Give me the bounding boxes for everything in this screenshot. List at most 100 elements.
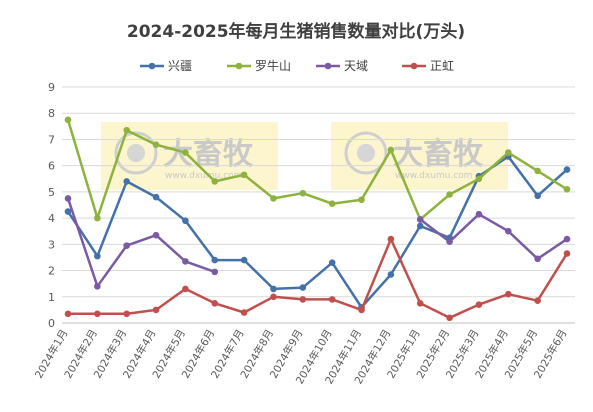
watermark-logo-dot [127, 144, 145, 162]
data-point [504, 149, 512, 156]
data-point [270, 195, 277, 202]
data-point [563, 235, 571, 243]
data-point [446, 191, 453, 198]
data-point [446, 238, 453, 246]
data-point [64, 116, 72, 124]
data-point [123, 178, 131, 185]
data-point [94, 252, 101, 260]
legend-item: 天域 [316, 59, 368, 73]
data-point [94, 282, 101, 290]
series-3 [64, 195, 571, 290]
series-line [66, 119, 568, 221]
data-point [211, 256, 219, 264]
legend-item: 兴疆 [140, 59, 192, 73]
data-point [211, 178, 219, 185]
data-point [475, 210, 483, 218]
data-point [299, 284, 307, 291]
y-tick-label: 3 [48, 238, 55, 251]
legend: 兴疆 罗牛山 天域 正虹 [140, 58, 454, 73]
legend-item: 正虹 [402, 59, 454, 73]
legend-marker [148, 62, 156, 70]
series-lines [64, 116, 571, 322]
x-axis-ticks: 2024年1月2024年2月2024年3月2024年4月2024年5月2024年… [32, 327, 569, 386]
watermark-url: www.dxumu.com [395, 171, 472, 181]
data-point [387, 146, 395, 154]
data-point [563, 250, 571, 257]
data-point [182, 258, 189, 265]
data-point [534, 192, 541, 200]
data-point [534, 255, 541, 263]
data-point [64, 195, 72, 202]
data-point [270, 293, 277, 301]
watermark-text: 大畜牧 [163, 137, 254, 172]
data-point [475, 301, 483, 308]
watermark-logo-icon [114, 131, 158, 175]
y-tick-label: 2 [48, 265, 55, 278]
data-point [563, 185, 571, 193]
y-tick-label: 1 [48, 291, 55, 304]
data-point [240, 256, 248, 264]
data-point [152, 306, 160, 314]
data-point [182, 285, 189, 293]
data-point [182, 149, 189, 156]
data-point [475, 175, 483, 183]
series-line [66, 198, 216, 288]
data-point [328, 200, 336, 207]
data-point [299, 189, 307, 197]
chart-title: 2024-2025年每月生猪销售数量对比(万头) [127, 21, 465, 42]
gridlines [62, 86, 575, 324]
y-tick-label: 7 [48, 133, 55, 146]
series-line [419, 212, 568, 261]
data-point [328, 259, 336, 266]
legend-marker [235, 62, 243, 70]
y-tick-label: 5 [48, 186, 55, 199]
data-point [123, 310, 131, 318]
data-point [299, 296, 307, 303]
data-point [240, 309, 248, 316]
data-point [211, 268, 219, 276]
legend-item: 罗牛山 [227, 58, 291, 73]
data-point [563, 166, 571, 173]
data-point [534, 167, 541, 175]
data-point [358, 196, 365, 204]
data-point [152, 141, 160, 148]
data-point [152, 231, 160, 239]
series-4 [64, 235, 571, 322]
data-point [64, 310, 72, 318]
data-point [446, 314, 453, 322]
data-point [416, 216, 424, 223]
data-point [182, 217, 189, 225]
y-tick-label: 9 [48, 81, 55, 94]
series-line [68, 237, 569, 320]
legend-label: 正虹 [430, 59, 454, 73]
legend-marker [410, 62, 418, 70]
data-point [64, 208, 72, 215]
watermark-text: 大畜牧 [393, 137, 484, 172]
data-point [94, 310, 101, 318]
legend-label: 兴疆 [168, 59, 192, 73]
data-point [123, 242, 131, 249]
watermark-logo-dot [357, 144, 375, 162]
data-point [387, 235, 395, 243]
y-axis-ticks: 0 1 2 3 4 5 6 7 8 9 [48, 81, 55, 330]
watermark-logo-icon [344, 131, 388, 175]
data-point [328, 296, 336, 303]
data-point [123, 126, 131, 134]
watermark-url: www.dxumu.com [165, 171, 242, 181]
data-point [152, 193, 160, 201]
data-point [534, 297, 541, 305]
data-point [358, 306, 365, 314]
data-point [504, 227, 512, 235]
y-tick-label: 6 [48, 160, 55, 173]
data-point [416, 300, 424, 307]
legend-label: 罗牛山 [255, 58, 291, 73]
data-point [504, 290, 512, 298]
data-point [270, 285, 277, 293]
y-tick-label: 8 [48, 107, 55, 120]
y-tick-label: 0 [48, 317, 55, 330]
series-2 [64, 116, 571, 223]
data-point [94, 214, 101, 222]
data-point [387, 271, 395, 278]
